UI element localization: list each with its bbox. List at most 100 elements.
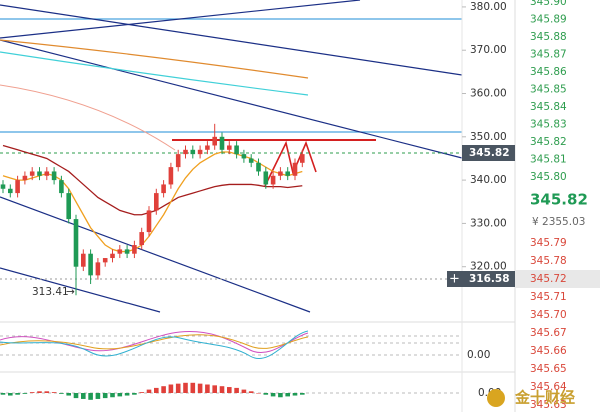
candle-body [154,193,159,211]
candle-body [168,167,174,185]
ladder-ask: 345.87 [530,49,567,61]
candle-body [139,232,144,246]
candle-body [73,219,79,267]
plus-icon[interactable]: + [449,272,460,287]
ladder-ask: 345.86 [530,66,567,78]
trend-line [0,196,311,313]
candle-body [95,262,101,276]
candle-body [175,154,181,168]
candle-body [212,136,217,146]
crosshair-button[interactable] [447,271,462,287]
macd-bar [102,393,108,399]
macd-bar [248,391,254,393]
macd-bar [154,387,159,393]
watermark: 金十财经 [514,389,575,407]
macd-bar [81,393,86,399]
ma-line [0,39,309,79]
candle-body [124,249,130,254]
marker-price-label: 316.58 [469,273,510,285]
macd-bar [241,389,247,393]
ladder-ask: 345.80 [530,171,567,183]
ma-line [0,51,309,96]
candle-body [66,193,71,220]
y-tick-label: 380.00 [470,1,507,13]
macd-bar [22,393,28,394]
macd-bar [37,391,42,393]
kdj-tick-label: 0.00 [467,349,490,361]
macd-bar [175,383,181,393]
y-tick-label: 350.00 [470,131,507,143]
ladder-bid: 345.78 [530,255,567,267]
macd-bar [88,393,93,400]
y-tick-label: 330.00 [470,217,507,229]
candle-body [132,245,137,254]
macd-bar [0,393,6,395]
macd-bar [197,383,203,393]
ma-line [0,84,176,151]
last-price-label: 345.82 [469,147,510,159]
low-arrow: → [66,286,75,298]
ladder-ask: 345.89 [530,14,567,26]
y-tick-label: 340.00 [470,174,507,186]
ladder-ask: 345.84 [530,101,567,113]
candle-body [22,175,28,181]
macd-bar [205,384,210,393]
candle-body [263,171,269,185]
ladder-price: 345.82 [530,191,588,209]
candle-body [234,145,239,155]
macd-bar [285,393,290,397]
ladder-ask: 345.83 [530,119,567,131]
candle-body [59,180,64,194]
ladder-bid: 345.67 [530,327,567,339]
candle-body [227,145,232,150]
candle-body [219,136,225,150]
ladder-ask: 345.81 [530,154,567,166]
macd-bar [73,393,79,399]
candle-body [248,158,254,163]
ladder-ask: 345.88 [530,31,567,43]
candle-body [102,258,108,263]
candle-body [278,171,283,176]
trend-line [0,4,463,76]
macd-bar [132,393,137,395]
candle-body [241,154,247,159]
candle-body [205,145,210,150]
macd-bar [270,393,276,397]
watermark-logo [487,389,505,407]
low-label: 313.41 [32,286,69,298]
drawings [0,0,515,373]
candle-body [110,253,115,259]
candle-body [270,175,276,185]
macd-bar [139,392,144,393]
candle-body [285,171,290,176]
candle-body [15,180,20,194]
macd-bar [59,393,64,394]
macd-bar [190,382,196,393]
y-tick-label: 370.00 [470,44,507,56]
candle-body [44,171,50,176]
macd-bar [146,389,152,393]
macd-bar [51,392,57,393]
macd-bar [278,393,283,398]
kdj-line [0,334,309,350]
candle-body [183,149,188,155]
candle-body [197,149,203,155]
candle-body [146,210,152,233]
ladder-bid: 345.72 [530,273,567,285]
macd-bar [15,393,20,395]
ladder-bid: 345.70 [530,309,567,321]
macd-bar [66,393,71,396]
macd-bar [8,393,13,396]
trend-line [0,267,161,313]
ladder-bid: 345.64 [530,381,567,393]
ladder-ask: 345.82 [530,136,567,148]
macd-bar [300,393,305,395]
last-price-box [462,145,515,161]
macd-bar [263,393,269,395]
macd-bar [161,386,166,393]
macd-bar [44,391,50,393]
candle-body [29,171,35,176]
candle-body [51,171,57,181]
candle-body [37,171,42,176]
